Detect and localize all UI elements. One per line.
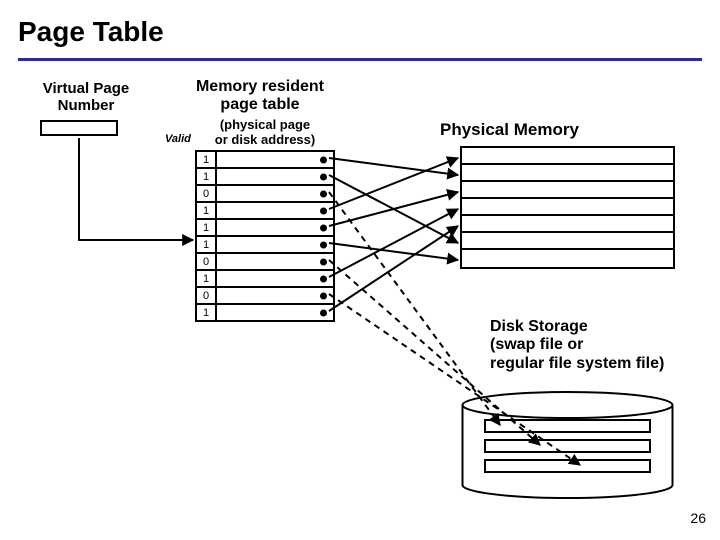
page-table-row: 1 bbox=[195, 237, 335, 254]
page-table-row: 1 bbox=[195, 305, 335, 322]
vpn-register-box bbox=[40, 120, 118, 136]
addr-cell bbox=[217, 254, 335, 269]
addr-dot-icon bbox=[320, 309, 327, 316]
page-table-title: Memory residentpage table bbox=[160, 78, 360, 115]
addr-dot-icon bbox=[320, 207, 327, 214]
page-table-row: 0 bbox=[195, 254, 335, 271]
valid-bit: 1 bbox=[195, 203, 217, 218]
valid-column-label: Valid bbox=[165, 133, 191, 145]
page-table-row: 1 bbox=[195, 152, 335, 169]
phys-mem-row bbox=[462, 199, 673, 216]
addr-dot-icon bbox=[320, 292, 327, 299]
phys-mem-row bbox=[462, 165, 673, 182]
page-table-subtitle: (physical pageor disk address) bbox=[165, 118, 365, 148]
disk-storage-label: Disk Storage(swap file orregular file sy… bbox=[490, 318, 710, 373]
addr-cell bbox=[217, 237, 335, 252]
addr-dot-icon bbox=[320, 241, 327, 248]
slide-title: Page Table bbox=[18, 16, 164, 48]
addr-dot-icon bbox=[320, 275, 327, 282]
addr-cell bbox=[217, 288, 335, 303]
addr-cell bbox=[217, 220, 335, 235]
page-table-row: 1 bbox=[195, 169, 335, 186]
title-underline bbox=[18, 58, 702, 61]
valid-bit: 0 bbox=[195, 254, 217, 269]
addr-cell bbox=[217, 186, 335, 201]
valid-bit: 0 bbox=[195, 288, 217, 303]
valid-bit: 1 bbox=[195, 305, 217, 320]
page-table-row: 1 bbox=[195, 271, 335, 288]
valid-bit: 1 bbox=[195, 169, 217, 184]
phys-mem-row bbox=[462, 233, 673, 250]
valid-bit: 1 bbox=[195, 237, 217, 252]
valid-bit: 1 bbox=[195, 152, 217, 167]
valid-bit: 1 bbox=[195, 220, 217, 235]
page-table-row: 0 bbox=[195, 186, 335, 203]
page-table: 1 1 0 1 1 1 0 1 0 1 bbox=[195, 150, 335, 322]
disk-cylinder bbox=[460, 390, 675, 500]
addr-cell bbox=[217, 203, 335, 218]
addr-dot-icon bbox=[320, 173, 327, 180]
valid-bit: 0 bbox=[195, 186, 217, 201]
addr-dot-icon bbox=[320, 258, 327, 265]
phys-mem-row bbox=[462, 216, 673, 233]
valid-bit: 1 bbox=[195, 271, 217, 286]
addr-cell bbox=[217, 152, 335, 167]
addr-dot-icon bbox=[320, 190, 327, 197]
page-table-row: 1 bbox=[195, 203, 335, 220]
phys-mem-row bbox=[462, 148, 673, 165]
physical-memory-label: Physical Memory bbox=[440, 120, 700, 140]
addr-cell bbox=[217, 271, 335, 286]
addr-cell bbox=[217, 169, 335, 184]
page-table-row: 0 bbox=[195, 288, 335, 305]
page-number: 26 bbox=[690, 510, 706, 526]
addr-dot-icon bbox=[320, 156, 327, 163]
addr-cell bbox=[217, 305, 335, 320]
phys-mem-row bbox=[462, 182, 673, 199]
addr-dot-icon bbox=[320, 224, 327, 231]
vpn-label: Virtual PageNumber bbox=[26, 80, 146, 115]
page-table-row: 1 bbox=[195, 220, 335, 237]
phys-mem-row bbox=[462, 250, 673, 267]
physical-memory bbox=[460, 146, 675, 269]
